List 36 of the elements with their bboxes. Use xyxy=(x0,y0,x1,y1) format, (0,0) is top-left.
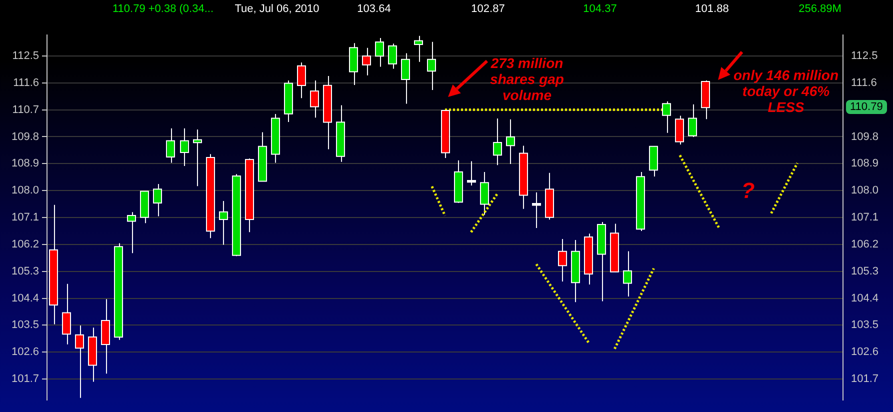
y2-tick-label: 105.3 xyxy=(851,265,879,278)
y-tick-label: 112.5 xyxy=(12,50,39,62)
annotation: only 146 million today or 46% LESS xyxy=(732,67,840,115)
y-tick-label: 110.7 xyxy=(12,104,39,116)
annotation: 110.79 xyxy=(846,100,887,114)
y2-tick-label: 101.7 xyxy=(851,373,879,386)
text: 102.87 xyxy=(471,3,505,15)
text: 101.88 xyxy=(695,3,729,15)
text: 104.37 xyxy=(583,3,617,15)
y2-tick-label: 111.6 xyxy=(851,76,877,89)
y-tick-label: 108.0 xyxy=(11,184,39,197)
y-tick-label: 105.3 xyxy=(11,265,39,278)
y2-tick-label: 108.9 xyxy=(851,158,879,170)
text: 110.79 +0.38 (0.34... xyxy=(112,3,214,15)
text: 103.64 xyxy=(357,3,391,15)
y2-tick-label: 104.4 xyxy=(851,292,879,304)
y2-tick-label: 106.2 xyxy=(851,238,879,250)
y-tick-label: 102.6 xyxy=(11,346,39,358)
y-tick-label: 107.1 xyxy=(11,212,39,224)
y2-tick-label: 112.5 xyxy=(851,50,878,62)
y-tick-label: 103.5 xyxy=(11,319,39,332)
y2-tick-label: 108.0 xyxy=(851,184,879,197)
y-tick-label: 101.7 xyxy=(11,373,39,386)
y2-tick-label: 107.1 xyxy=(851,212,879,224)
text: 256.89M xyxy=(798,3,842,15)
text: Tue, Jul 06, 2010 xyxy=(234,3,320,15)
y2-tick-label: 103.5 xyxy=(851,319,879,332)
y2-tick-label: 109.8 xyxy=(851,130,879,143)
y2-tick-label: 102.6 xyxy=(851,346,879,358)
y-tick-label: 109.8 xyxy=(11,130,39,143)
y-tick-label: 104.4 xyxy=(11,292,39,304)
annotation: ? xyxy=(740,178,756,203)
y-tick-label: 106.2 xyxy=(11,238,39,250)
y-tick-label: 111.6 xyxy=(13,76,39,89)
y-tick-label: 108.9 xyxy=(11,158,39,170)
annotation: 273 million shares gap volume xyxy=(489,55,565,103)
